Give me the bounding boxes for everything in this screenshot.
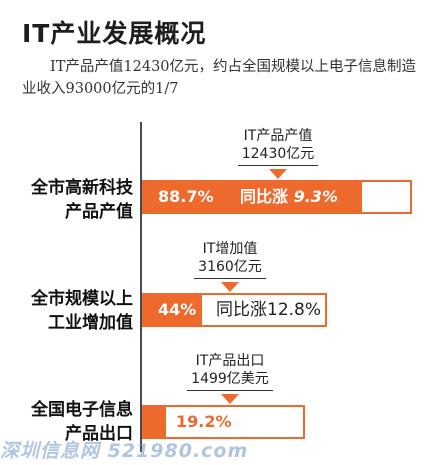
category-label-1-line-2: 产品产值 xyxy=(65,202,133,222)
callout-1-arrow xyxy=(269,169,287,179)
bar-1-value-label: 88.7% xyxy=(158,187,214,206)
category-label-2-line-2: 工业增加值 xyxy=(48,313,133,333)
bar-3-value-label: 19.2% xyxy=(176,412,232,431)
bar-row-1: 88.7% 同比涨 9.3% xyxy=(142,180,412,214)
bar-row-2: 44% 同比涨12.8% xyxy=(142,293,327,327)
callout-2-line-2: 3160亿元 xyxy=(194,258,266,279)
bar-1-growth-text: 同比涨 xyxy=(240,187,289,206)
bar-2 xyxy=(144,295,203,325)
page-title: IT产业发展概况 xyxy=(22,19,207,48)
category-label-3-line-1: 全国电子信息 xyxy=(31,400,133,420)
y-axis-line xyxy=(140,122,142,452)
callout-1: IT产品产值 12430亿元 xyxy=(208,127,348,166)
bar-1-growth-value: 9.3% xyxy=(293,187,338,206)
callout-2-arrow xyxy=(221,282,239,292)
callout-3: IT产品出口 1499亿美元 xyxy=(160,352,300,391)
watermark: 深圳信息网 521980.com xyxy=(0,440,249,462)
callout-1-line-1: IT产品产值 xyxy=(243,128,313,144)
category-label-2: 全市规模以上 工业增加值 xyxy=(31,287,133,335)
bar-3 xyxy=(144,407,166,437)
category-label-3-line-2: 产品出口 xyxy=(65,424,133,444)
callout-3-line-1: IT产品出口 xyxy=(195,353,265,369)
callout-1-line-2: 12430亿元 xyxy=(237,145,319,166)
bar-row-3: 19.2% xyxy=(142,405,305,439)
callout-3-line-2: 1499亿美元 xyxy=(187,370,273,391)
bar-2-value-label: 44% xyxy=(158,300,197,319)
category-label-1-line-1: 全市高新科技 xyxy=(31,178,133,198)
category-label-3: 全国电子信息 产品出口 xyxy=(31,398,133,446)
callout-2: IT增加值 3160亿元 xyxy=(160,240,300,279)
bar-1 xyxy=(144,182,363,212)
subtitle: IT产品产值12430亿元，约占全国规模以上电子信息制造业收入93000亿元的1… xyxy=(22,59,417,97)
bar-1-growth-label: 同比涨 9.3% xyxy=(240,182,338,212)
callout-2-line-1: IT增加值 xyxy=(202,241,258,257)
category-label-2-line-1: 全市规模以上 xyxy=(31,289,133,309)
bar-2-growth-label: 同比涨12.8% xyxy=(216,300,322,320)
category-label-1: 全市高新科技 产品产值 xyxy=(31,176,133,224)
callout-3-arrow xyxy=(221,394,239,404)
